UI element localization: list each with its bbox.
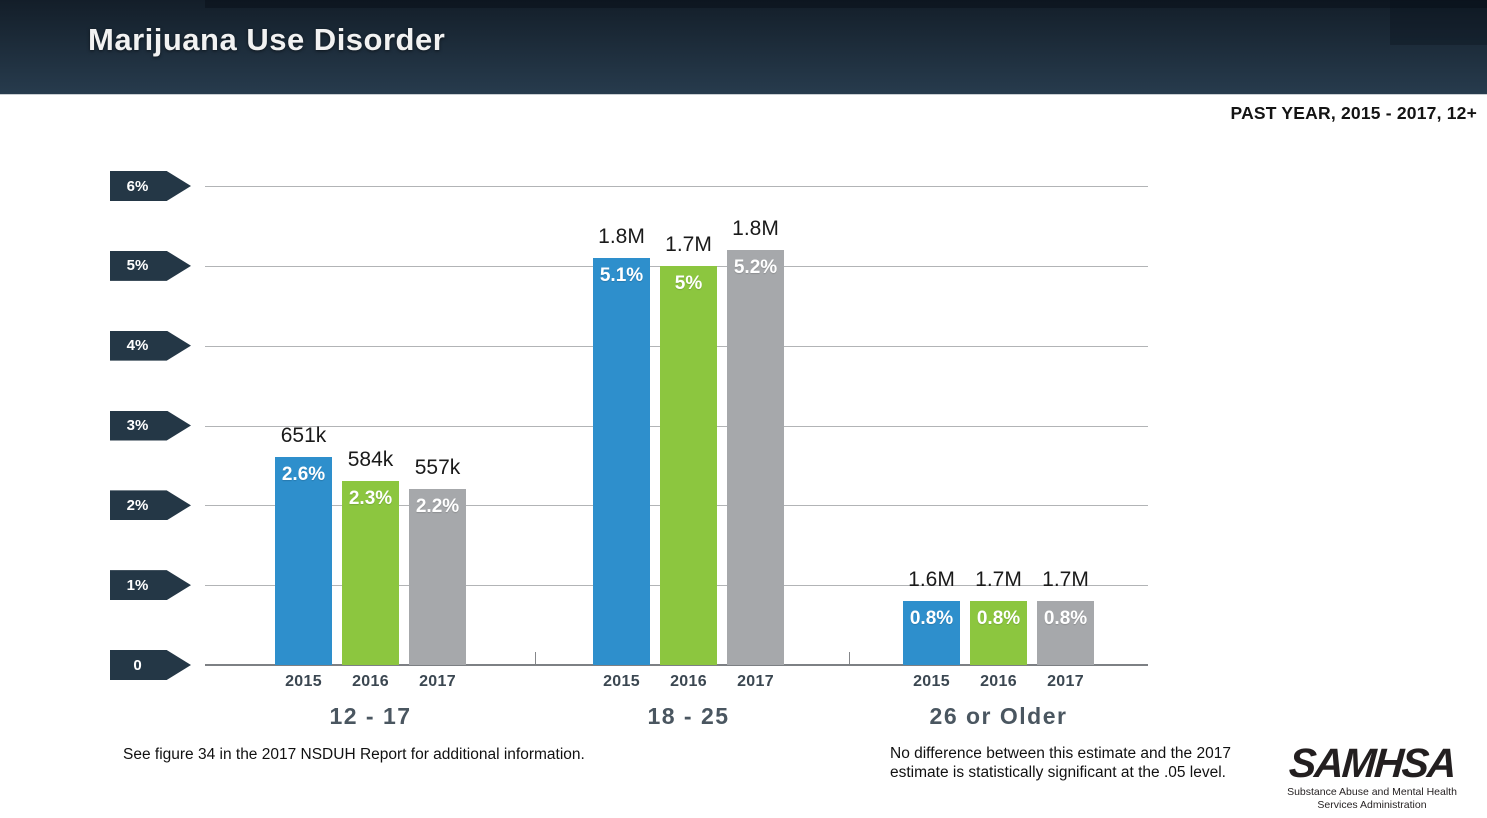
bar-value-label: 2.6% (281, 464, 326, 486)
bar-count-label: 1.7M (975, 568, 1022, 592)
y-axis-tag-3%: 3% (110, 410, 191, 441)
y-axis-tag-label: 4% (126, 337, 149, 355)
bar-2016-26orOlder: 0.8% (970, 601, 1027, 665)
bar-value-label: 0.8% (1043, 608, 1088, 630)
x-axis-year-label: 2017 (419, 673, 456, 690)
x-axis-separator-tick-2 (849, 652, 850, 664)
bar-count-label: 651k (280, 424, 327, 448)
bar-count-label: 1.8M (732, 216, 779, 240)
bar-2015-18-25: 5.1% (593, 257, 650, 665)
period-label: PAST YEAR, 2015 - 2017, 12+ (1230, 103, 1477, 123)
page-title: Marijuana Use Disorder (88, 22, 446, 57)
y-axis-tag-6%: 6% (110, 171, 191, 201)
y-axis-tag-0: 0 (110, 650, 191, 680)
samhsa-logo-wordmark: SAMHSA (1287, 740, 1457, 786)
age-group-label: 26 or Older (929, 703, 1068, 729)
bar-count-label: 1.7M (665, 232, 712, 256)
bar-2017-26orOlder: 0.8% (1037, 601, 1094, 665)
bar-count-label: 1.8M (598, 224, 645, 248)
x-axis-year-label: 2015 (285, 673, 322, 690)
bar-2017-18-25: 5.2% (727, 249, 784, 665)
bar-value-label: 5.1% (599, 264, 644, 286)
y-axis-tag-label: 6% (126, 177, 149, 195)
x-axis-year-label: 2017 (1047, 673, 1084, 690)
header-top-strip (205, 0, 1487, 8)
bar-count-label: 557k (414, 456, 461, 480)
y-axis-tag-4%: 4% (110, 330, 191, 361)
y-axis-tag-label: 5% (126, 257, 149, 275)
y-axis-tag-label: 2% (126, 496, 149, 514)
bar-2015-26orOlder: 0.8% (903, 601, 960, 665)
bar-value-label: 2.3% (348, 488, 393, 510)
bar-value-label: 5% (674, 272, 703, 294)
age-group-label: 18 - 25 (647, 703, 730, 729)
y-axis-tag-label: 0 (133, 656, 142, 674)
x-axis-year-label: 2016 (352, 673, 389, 690)
header-corner-block (1390, 0, 1487, 45)
bar-2016-12-17: 2.3% (342, 481, 399, 665)
x-axis-year-label: 2015 (913, 673, 950, 690)
x-axis-year-label: 2016 (980, 673, 1017, 690)
bar-count-label: 1.6M (908, 568, 955, 592)
bar-count-label: 1.7M (1042, 568, 1089, 592)
footnote-left: See figure 34 in the 2017 NSDUH Report f… (123, 746, 585, 763)
age-group-label: 12 - 17 (329, 703, 412, 729)
y-axis-tag-5%: 5% (110, 250, 191, 281)
x-axis-separator-tick-1 (535, 652, 536, 664)
samhsa-logo-tagline-line2: Services Administration (1317, 798, 1427, 811)
samhsa-logo: SAMHSA Substance Abuse and Mental Health… (1272, 740, 1472, 811)
x-axis-year-label: 2016 (670, 673, 707, 690)
footnote-right: No difference between this estimate and … (890, 745, 1231, 781)
x-axis-year-label: 2017 (737, 673, 774, 690)
x-axis-line (205, 664, 1148, 666)
bar-value-label: 5.2% (733, 256, 778, 278)
bar-count-label: 584k (347, 448, 394, 472)
y-axis-tag-1%: 1% (110, 570, 191, 601)
y-axis-tag-label: 1% (126, 576, 149, 594)
header-banner: Marijuana Use Disorder (0, 0, 1487, 95)
bar-value-label: 0.8% (909, 608, 954, 630)
y-axis-tag-label: 3% (126, 417, 149, 434)
samhsa-logo-tagline-line1: Substance Abuse and Mental Health (1287, 786, 1457, 799)
samhsa-logo-tagline: Substance Abuse and Mental Health Servic… (1272, 786, 1472, 811)
bar-2015-12-17: 2.6% (275, 457, 332, 665)
x-axis-year-label: 2015 (603, 673, 640, 690)
bar-value-label: 2.2% (415, 496, 460, 518)
gridline-6% (205, 186, 1148, 187)
bar-2017-12-17: 2.2% (409, 489, 466, 665)
bar-value-label: 0.8% (976, 608, 1021, 630)
y-axis-tag-2%: 2% (110, 490, 191, 521)
bar-2016-18-25: 5% (660, 265, 717, 665)
